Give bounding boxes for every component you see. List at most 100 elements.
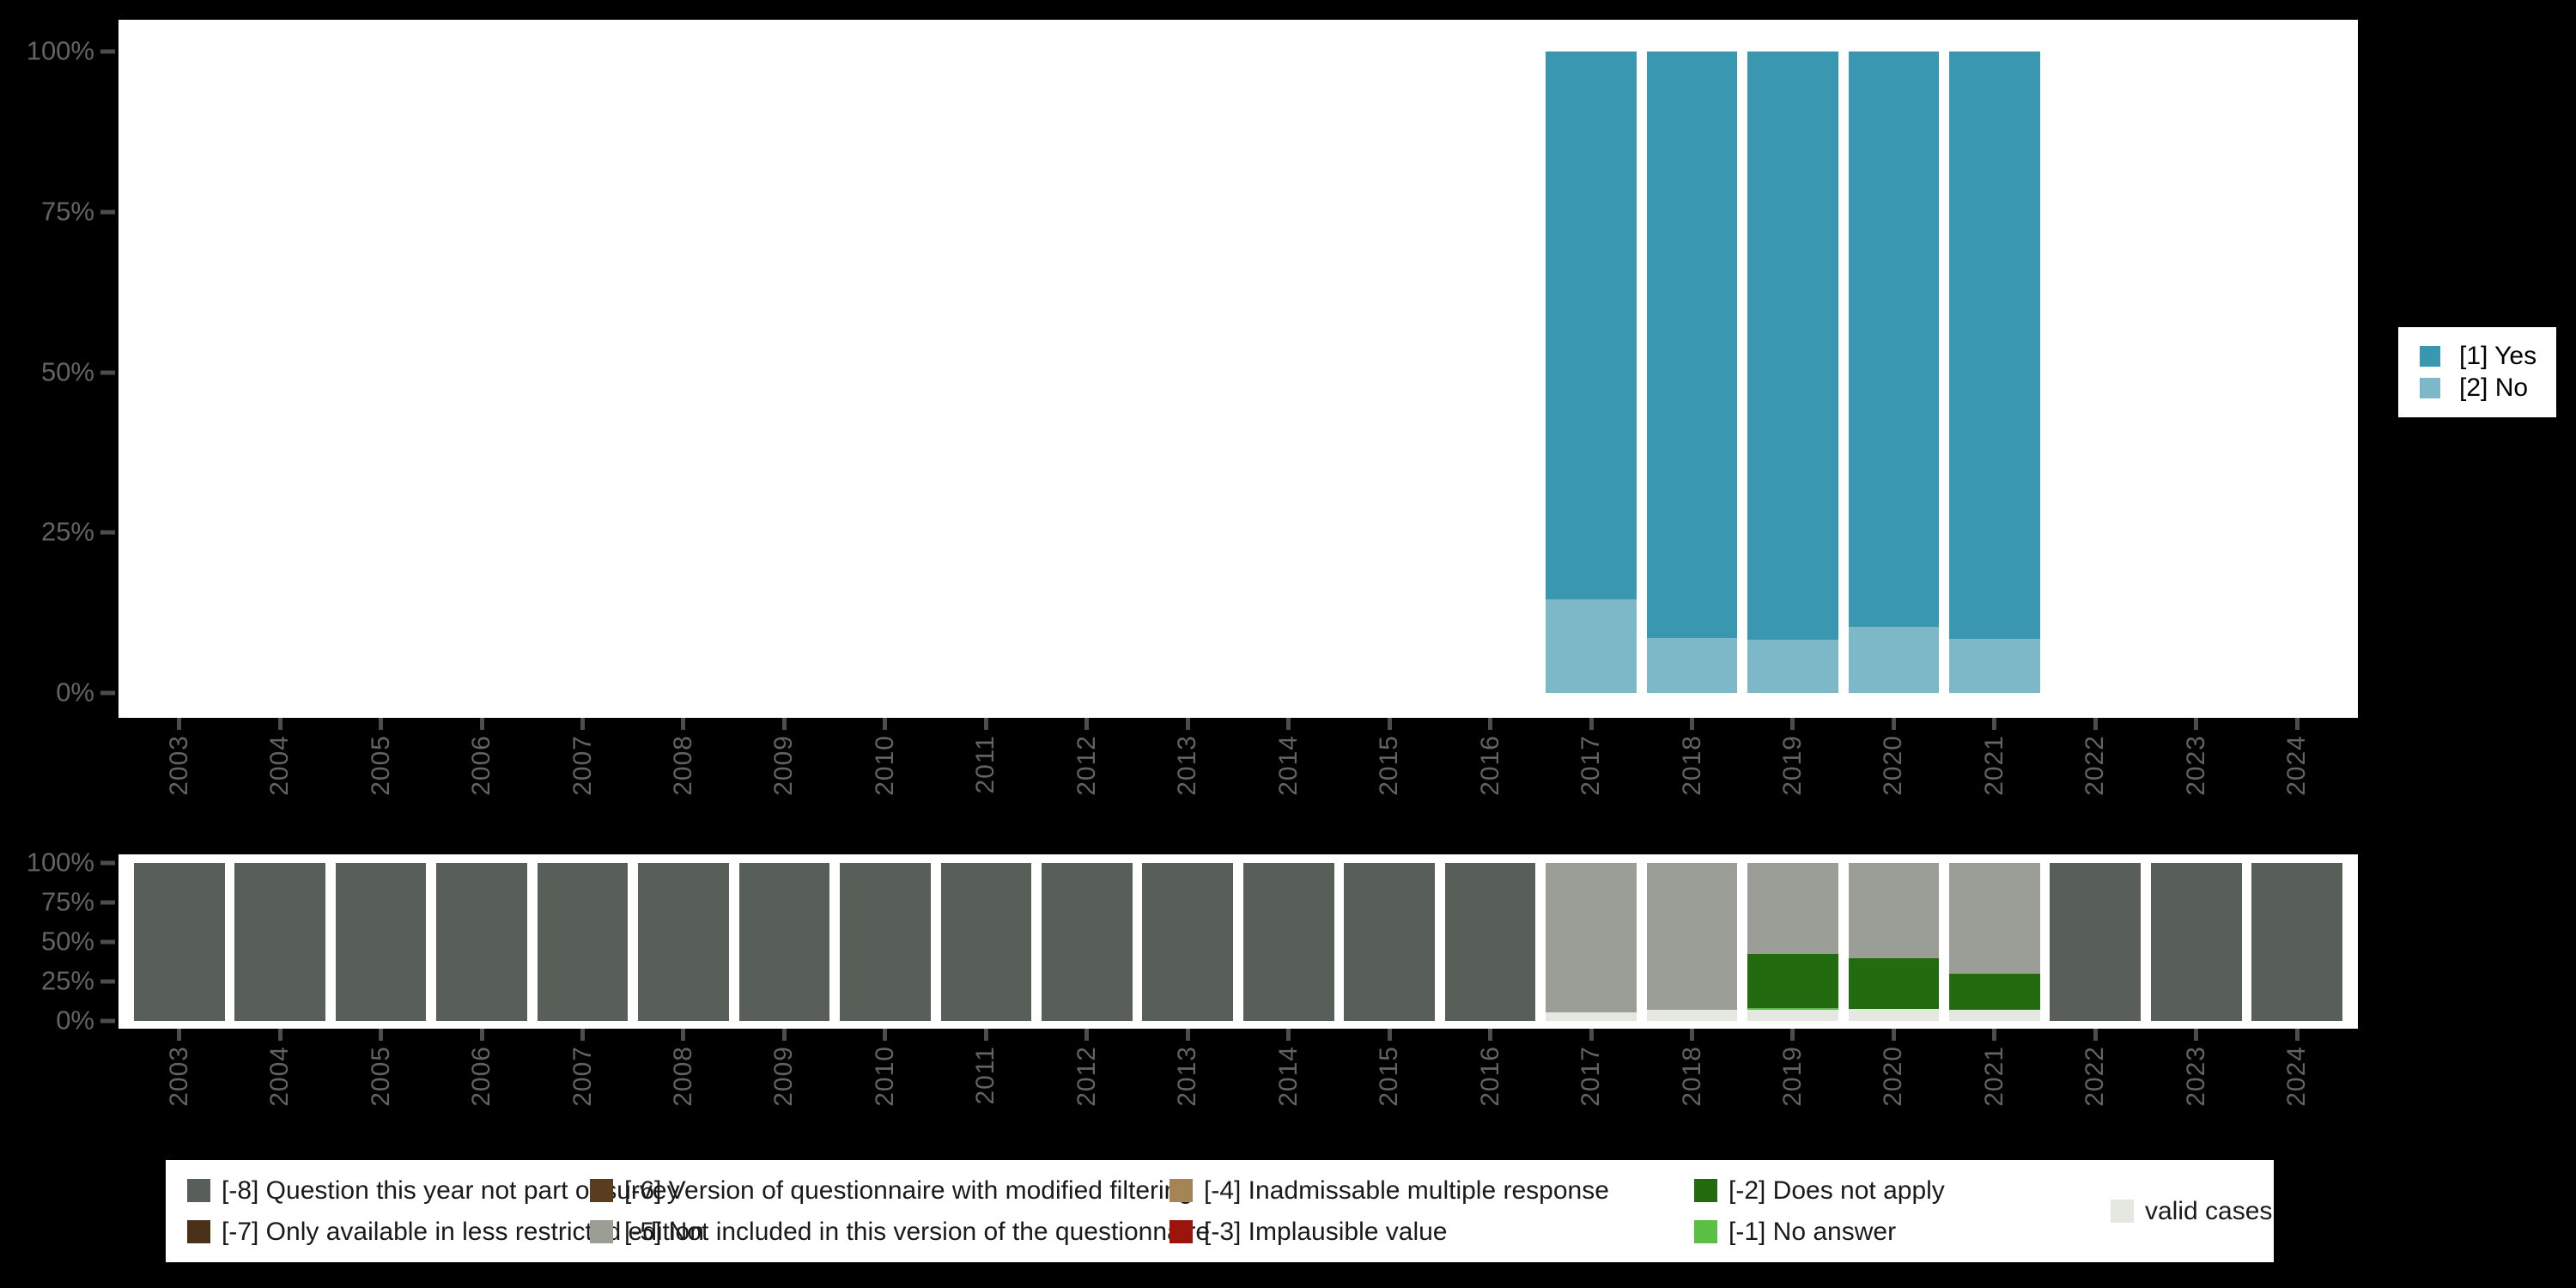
x-axis-tick bbox=[1488, 1029, 1493, 1041]
stacked-bar-2008 bbox=[638, 863, 729, 1021]
bar-slot-2021 bbox=[1944, 863, 2044, 1021]
bottom-chart-plot-area bbox=[118, 854, 2358, 1029]
stacked-bar-2005 bbox=[335, 863, 427, 1021]
bar-slot-2010 bbox=[835, 52, 935, 693]
x-axis-label-2003: 2003 bbox=[164, 735, 193, 796]
x-axis-label-2016: 2016 bbox=[1475, 1046, 1504, 1107]
legend-item: [-2] Does not apply bbox=[1694, 1176, 1945, 1206]
x-axis-label-2012: 2012 bbox=[1072, 1046, 1101, 1107]
legend-swatch-m2 bbox=[1694, 1179, 1717, 1202]
bar-slot-2019 bbox=[1742, 52, 1843, 693]
bar-segment-m8 bbox=[840, 863, 931, 1021]
stacked-bar-2018 bbox=[1646, 52, 1738, 693]
bar-segment-m8 bbox=[940, 863, 1032, 1021]
bar-slot-2015 bbox=[1339, 52, 1439, 693]
stacked-bar-2003 bbox=[133, 863, 225, 1021]
top-chart-plot-area bbox=[118, 20, 2358, 718]
x-axis-label-2011: 2011 bbox=[971, 1046, 1000, 1105]
legend-column: [-4] Inadmissable multiple response [-3] … bbox=[1170, 1160, 1609, 1262]
x-axis-tick bbox=[1891, 1029, 1896, 1041]
legend-label: [-3] Implausible value bbox=[1204, 1217, 1448, 1246]
x-axis-tick bbox=[1185, 718, 1190, 730]
top-chart-y-axis: 100% 75% 50% 25% 0% bbox=[0, 35, 118, 707]
y-axis-tick bbox=[100, 49, 115, 54]
bar-segment-yes bbox=[1646, 52, 1738, 638]
bar-slot-2009 bbox=[734, 52, 835, 693]
x-axis-tick bbox=[1992, 718, 1997, 730]
bar-slot-2009 bbox=[734, 863, 835, 1021]
x-axis-tick-row bbox=[118, 718, 2358, 731]
x-axis-label-2015: 2015 bbox=[1375, 1046, 1404, 1107]
x-axis-label-2018: 2018 bbox=[1677, 735, 1706, 796]
x-axis-label-2006: 2006 bbox=[467, 1046, 496, 1107]
bar-segment-no bbox=[1546, 598, 1637, 693]
bar-slot-2007 bbox=[532, 52, 633, 693]
bar-slot-2019 bbox=[1742, 863, 1843, 1021]
x-axis-tick bbox=[580, 718, 586, 730]
x-axis-label-2005: 2005 bbox=[366, 735, 395, 796]
bar-slot-2023 bbox=[2146, 52, 2246, 693]
bar-slot-2007 bbox=[532, 863, 633, 1021]
x-axis-tick bbox=[1387, 718, 1392, 730]
x-axis-tick bbox=[1891, 718, 1896, 730]
stacked-bar-2024 bbox=[2251, 863, 2343, 1021]
x-axis-tick bbox=[2093, 718, 2098, 730]
y-axis-tick bbox=[100, 1018, 115, 1024]
bar-slot-2011 bbox=[936, 52, 1036, 693]
x-axis-label-2022: 2022 bbox=[2081, 1046, 2110, 1107]
x-axis-tick bbox=[1286, 1029, 1291, 1041]
legend-swatch-m4 bbox=[1170, 1179, 1193, 1202]
legend-label: [-6] Version of questionnaire with modif… bbox=[624, 1176, 1194, 1205]
x-axis-label-2023: 2023 bbox=[2181, 735, 2210, 796]
bar-segment-m2 bbox=[1848, 957, 1940, 1010]
legend-item: [-5] Not included in this version of the… bbox=[590, 1218, 1210, 1247]
x-axis-label-2011: 2011 bbox=[971, 735, 1000, 794]
bar-segment-m5 bbox=[1747, 863, 1838, 954]
x-axis-tick bbox=[983, 1029, 988, 1041]
stacked-bar-2021 bbox=[1949, 863, 2040, 1021]
x-axis-label-2004: 2004 bbox=[265, 1046, 295, 1107]
bar-segment-m2 bbox=[1747, 954, 1838, 1008]
bar-slot-2010 bbox=[835, 863, 935, 1021]
legend-label: [-2] Does not apply bbox=[1728, 1176, 1945, 1205]
legend-swatch-m3 bbox=[1170, 1220, 1193, 1243]
x-axis-label-2009: 2009 bbox=[769, 1046, 799, 1107]
stacked-bar-2011 bbox=[940, 863, 1032, 1021]
stacked-bar-2020 bbox=[1848, 52, 1940, 693]
legend-label: [-4] Inadmissable multiple response bbox=[1204, 1176, 1609, 1205]
y-axis-tick bbox=[100, 860, 115, 866]
legend-item: [-4] Inadmissable multiple response bbox=[1170, 1176, 1609, 1206]
x-axis-label-2014: 2014 bbox=[1273, 1046, 1303, 1107]
y-axis-tick bbox=[100, 530, 115, 535]
x-axis-label-2018: 2018 bbox=[1677, 1046, 1706, 1107]
stacked-bar-2019 bbox=[1747, 863, 1838, 1021]
x-axis-tick bbox=[1790, 718, 1795, 730]
bar-slot-2008 bbox=[633, 863, 733, 1021]
legend-item: [-7] Only available in less restricted e… bbox=[187, 1218, 704, 1247]
bar-segment-m5 bbox=[1646, 863, 1738, 1011]
x-axis-tick bbox=[781, 718, 787, 730]
bar-segment-m8 bbox=[537, 863, 629, 1021]
legend-column: [-6] Version of questionnaire with modif… bbox=[590, 1160, 1210, 1262]
bar-segment-yes bbox=[1747, 52, 1838, 640]
x-axis-tick bbox=[277, 1029, 283, 1041]
bar-segment-m8 bbox=[1142, 863, 1234, 1021]
stacked-bar-2007 bbox=[537, 863, 629, 1021]
x-axis-label-2008: 2008 bbox=[668, 735, 697, 796]
bar-slot-2024 bbox=[2247, 863, 2348, 1021]
x-axis-label-2013: 2013 bbox=[1173, 1046, 1202, 1107]
bar-slot-2020 bbox=[1844, 863, 1944, 1021]
legend-swatch-m5 bbox=[590, 1220, 613, 1243]
x-axis-tick bbox=[883, 1029, 888, 1041]
bar-slot-2006 bbox=[431, 863, 532, 1021]
bar-segment-valid bbox=[1646, 1010, 1738, 1021]
y-axis-tick bbox=[100, 979, 115, 984]
bar-segment-m8 bbox=[1344, 863, 1436, 1021]
x-axis-tick bbox=[1387, 1029, 1392, 1041]
bar-slot-2015 bbox=[1339, 863, 1439, 1021]
missing-values-legend: [-8] Question this year not part of surv… bbox=[166, 1160, 2274, 1262]
x-axis-label-2007: 2007 bbox=[568, 1046, 597, 1107]
x-axis-label-2005: 2005 bbox=[366, 1046, 395, 1107]
x-axis-label-2010: 2010 bbox=[870, 735, 899, 796]
